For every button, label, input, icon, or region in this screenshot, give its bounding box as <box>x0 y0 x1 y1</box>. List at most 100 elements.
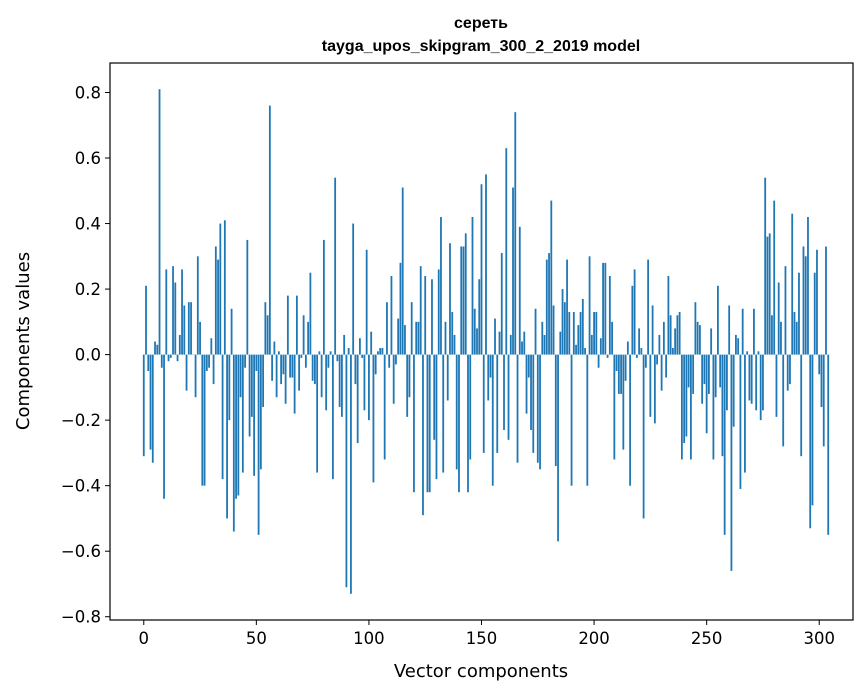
bar <box>491 354 494 486</box>
bar <box>530 354 532 430</box>
bar <box>397 318 400 355</box>
x-tick-label: 150 <box>466 629 498 648</box>
bar <box>469 354 472 460</box>
bar <box>552 305 555 355</box>
bar <box>494 318 496 355</box>
bar <box>359 338 361 355</box>
bar <box>435 354 438 480</box>
bar <box>518 226 521 355</box>
bar <box>293 354 296 414</box>
bar <box>442 354 445 473</box>
bar <box>332 354 334 480</box>
bar <box>802 246 805 355</box>
bar <box>147 354 150 371</box>
bar <box>750 354 753 404</box>
y-tick-label: 0.0 <box>75 346 101 365</box>
bar <box>523 331 526 355</box>
bar <box>667 275 670 355</box>
bar <box>370 331 373 355</box>
bar <box>539 354 541 470</box>
bar <box>208 354 210 368</box>
bar <box>426 354 429 493</box>
bar <box>167 354 170 362</box>
x-tick-label: 0 <box>139 629 150 648</box>
bar <box>748 354 751 401</box>
y-tick-label: 0.8 <box>75 83 101 102</box>
bar <box>732 354 735 427</box>
bar <box>476 328 478 355</box>
bar <box>548 253 550 355</box>
bar <box>782 354 785 447</box>
bar <box>221 354 224 480</box>
bar <box>365 249 368 355</box>
bar <box>482 354 485 453</box>
bar <box>154 341 156 355</box>
bar <box>723 354 726 535</box>
bar <box>685 354 688 437</box>
bar <box>687 354 690 388</box>
bar <box>363 354 366 411</box>
bar <box>239 354 242 398</box>
bar <box>563 302 566 355</box>
bar <box>383 354 386 460</box>
bar <box>181 269 183 355</box>
bar <box>277 351 280 355</box>
bar <box>440 216 442 355</box>
bar <box>536 354 539 463</box>
bar <box>532 354 535 453</box>
bar <box>386 302 388 355</box>
bar <box>374 354 377 375</box>
bar <box>158 89 161 355</box>
bar <box>633 269 636 355</box>
bar <box>766 236 769 355</box>
bar <box>273 341 276 355</box>
x-tick-label: 100 <box>353 629 385 648</box>
bar <box>433 354 436 440</box>
y-tick-label: −0.4 <box>61 477 101 496</box>
plot-frame <box>109 62 854 621</box>
bar <box>638 328 641 355</box>
y-tick-label: 0.2 <box>75 280 101 299</box>
bar <box>196 256 199 355</box>
bar <box>692 354 695 394</box>
bar <box>604 262 607 355</box>
bar <box>678 312 681 355</box>
bar <box>705 354 708 434</box>
bar <box>415 321 418 355</box>
bar <box>253 354 255 476</box>
bar <box>764 177 767 355</box>
bar <box>410 302 413 355</box>
bar <box>635 354 638 358</box>
bar <box>676 315 679 355</box>
bar <box>496 354 499 453</box>
bar <box>149 354 152 450</box>
bar <box>786 354 789 391</box>
bar <box>485 174 487 355</box>
bar <box>165 269 168 355</box>
bar <box>424 275 427 355</box>
bar <box>757 351 760 355</box>
bar <box>449 243 451 355</box>
bar <box>653 354 656 424</box>
bar <box>203 354 206 486</box>
y-tick-label: −0.8 <box>61 608 101 627</box>
bar <box>717 285 719 355</box>
bar <box>145 285 147 355</box>
bar <box>798 272 800 355</box>
bar <box>572 312 575 355</box>
bar <box>624 354 627 381</box>
bar <box>647 259 650 355</box>
bar <box>401 187 404 355</box>
y-tick-label: −0.6 <box>61 542 101 561</box>
bar <box>275 354 278 398</box>
bar <box>395 354 397 365</box>
bar <box>259 354 262 470</box>
bar <box>822 354 825 447</box>
bar <box>235 354 237 499</box>
bar <box>334 177 337 355</box>
axis-ticks: 0 50 100 150 200 250 300 −0.8 −0.6 −0.4 −0.2 0.0 0.2… <box>61 83 835 648</box>
bar <box>413 354 415 493</box>
bar <box>735 334 737 355</box>
bar <box>194 354 197 398</box>
bar <box>791 213 794 355</box>
